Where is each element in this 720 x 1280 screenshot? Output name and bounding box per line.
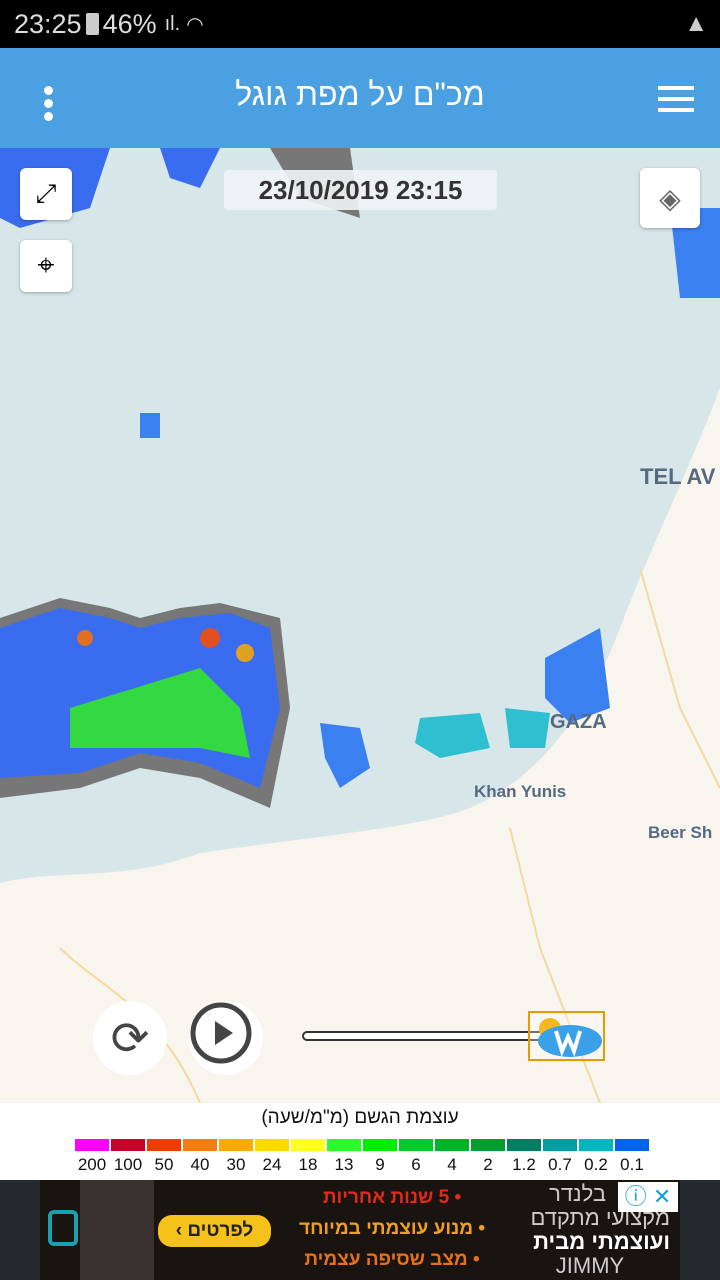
legend-swatch (255, 1139, 289, 1151)
ad-line-2: • מנוע עוצמתי במיוחד (299, 1218, 485, 1239)
ad-line-3: • מצב שסיפה עצמית (304, 1249, 480, 1270)
fullscreen-button[interactable]: ⤢ (20, 168, 72, 220)
legend-swatch (327, 1139, 361, 1151)
legend-label: 0.2 (584, 1155, 608, 1174)
legend-label: 40 (190, 1155, 210, 1174)
legend-label: 30 (226, 1155, 246, 1174)
legend-swatch (363, 1139, 397, 1151)
fullscreen-icon: ⤢ (35, 178, 57, 208)
legend-item: 18 (290, 1139, 326, 1175)
ad-line-1: • 5 שנות אחריות (322, 1187, 462, 1208)
legend-item: 0.7 (542, 1139, 578, 1175)
legend-item: 0.2 (578, 1139, 614, 1175)
map-label-tel-aviv: TEL AV (640, 464, 716, 489)
ad-banner[interactable]: לפרטים › • 5 שנות אחריות • מנוע עוצמתי ב… (0, 1180, 720, 1280)
more-vert-icon[interactable] (44, 86, 64, 125)
layers-button[interactable]: ◈ (640, 168, 700, 228)
legend-label: 13 (334, 1155, 354, 1174)
legend-label: 18 (298, 1155, 318, 1174)
radar-timestamp: 23/10/2019 23:15 (224, 170, 497, 210)
radar-map[interactable]: ⤢ ⌖ ◈ 23/10/2019 23:15 TEL AV GAZA Khan … (0, 148, 720, 1103)
road (639, 567, 720, 789)
app-bar: מכ"ם על מפת גוגל (0, 48, 720, 148)
legend-label: 0.1 (620, 1155, 644, 1174)
legend-item: 50 (146, 1139, 182, 1175)
legend-label: 4 (447, 1155, 457, 1174)
map-label-khan-yunis: Khan Yunis (474, 782, 567, 801)
legend-label: 2 (483, 1155, 493, 1174)
warning-icon: ▲ (684, 10, 708, 37)
status-time: 23:25 (14, 8, 82, 39)
legend-label: 0.7 (548, 1155, 572, 1174)
legend-item: 0.1 (614, 1139, 650, 1175)
my-location-icon: ⌖ (37, 249, 55, 282)
legend-item: 24 (254, 1139, 290, 1175)
legend-item: 200 (74, 1139, 110, 1175)
signal-icon: ıl. (164, 12, 181, 35)
ad-close-button[interactable]: ⓘ ✕ (618, 1182, 678, 1212)
ad-cta-button[interactable]: לפרטים › (158, 1215, 271, 1247)
weather-logo-icon (538, 1018, 602, 1057)
status-bar: 23:25 46% ıl. ◠ ▲ (0, 0, 720, 48)
legend-item: 4 (434, 1139, 470, 1175)
time-slider[interactable] (302, 1031, 552, 1041)
legend-label: 200 (77, 1155, 107, 1174)
legend-label: 1.2 (512, 1155, 536, 1174)
legend-item: 9 (362, 1139, 398, 1175)
layers-icon: ◈ (659, 182, 681, 214)
ad-logo (48, 1210, 78, 1246)
legend-item: 13 (326, 1139, 362, 1175)
ad-content[interactable]: לפרטים › • 5 שנות אחריות • מנוע עוצמתי ב… (40, 1180, 680, 1280)
legend-swatch (435, 1139, 469, 1151)
legend-item: 6 (398, 1139, 434, 1175)
map-canvas (0, 148, 720, 1103)
legend-item: 30 (218, 1139, 254, 1175)
legend-item: 100 (110, 1139, 146, 1175)
legend-item: 1.2 (506, 1139, 542, 1175)
legend-label: 100 (113, 1155, 143, 1174)
legend-item: 2 (470, 1139, 506, 1175)
refresh-button[interactable]: ⟳ (93, 1001, 167, 1075)
legend-label: 6 (411, 1155, 421, 1174)
ad-product-image (80, 1180, 154, 1280)
ad-brand-line: בלנדר (549, 1181, 606, 1206)
play-icon (190, 1002, 252, 1064)
legend-swatch (111, 1139, 145, 1151)
legend-swatch (399, 1139, 433, 1151)
legend-swatch (147, 1139, 181, 1151)
legend-swatch (183, 1139, 217, 1151)
legend-label: 24 (262, 1155, 282, 1174)
battery-level: 46% (102, 8, 157, 39)
legend-item: 40 (182, 1139, 218, 1175)
legend-swatch (615, 1139, 649, 1151)
land (0, 388, 720, 1103)
legend-label: 9 (375, 1155, 385, 1174)
legend-swatch (471, 1139, 505, 1151)
ad-brand-line: JIMMY (555, 1253, 625, 1278)
legend-label: 50 (154, 1155, 174, 1174)
battery-icon (85, 13, 99, 35)
time-slider-thumb[interactable] (528, 1011, 605, 1061)
legend-swatch (219, 1139, 253, 1151)
rain-legend: עוצמת הגשם (מ"מ/שעה) 200 100 50 40 30 24 18 13 9… (0, 1103, 720, 1180)
close-icon[interactable]: ✕ (652, 1184, 672, 1209)
ad-info-icon[interactable]: ⓘ (624, 1184, 647, 1209)
ad-brand-line: ועוצמתי מבית (533, 1229, 670, 1254)
page-title: מכ"ם על מפת גוגל (235, 76, 485, 112)
legend-swatch (75, 1139, 109, 1151)
wifi-icon: ◠ (186, 13, 204, 36)
legend-swatch (543, 1139, 577, 1151)
refresh-icon: ⟳ (110, 1012, 150, 1064)
legend-title: עוצמת הגשם (מ"מ/שעה) (261, 1107, 459, 1128)
menu-icon[interactable] (658, 86, 694, 119)
legend-scale: 200 100 50 40 30 24 18 13 9 6 4 2 1.2 0.7 0.2 0.1 (74, 1139, 650, 1175)
legend-swatch (507, 1139, 541, 1151)
map-label-beer-sheva: Beer Sh (648, 823, 713, 842)
map-label-gaza: GAZA (550, 711, 607, 733)
legend-swatch (579, 1139, 613, 1151)
legend-swatch (291, 1139, 325, 1151)
my-location-button[interactable]: ⌖ (20, 240, 72, 292)
play-button[interactable] (189, 1001, 263, 1075)
